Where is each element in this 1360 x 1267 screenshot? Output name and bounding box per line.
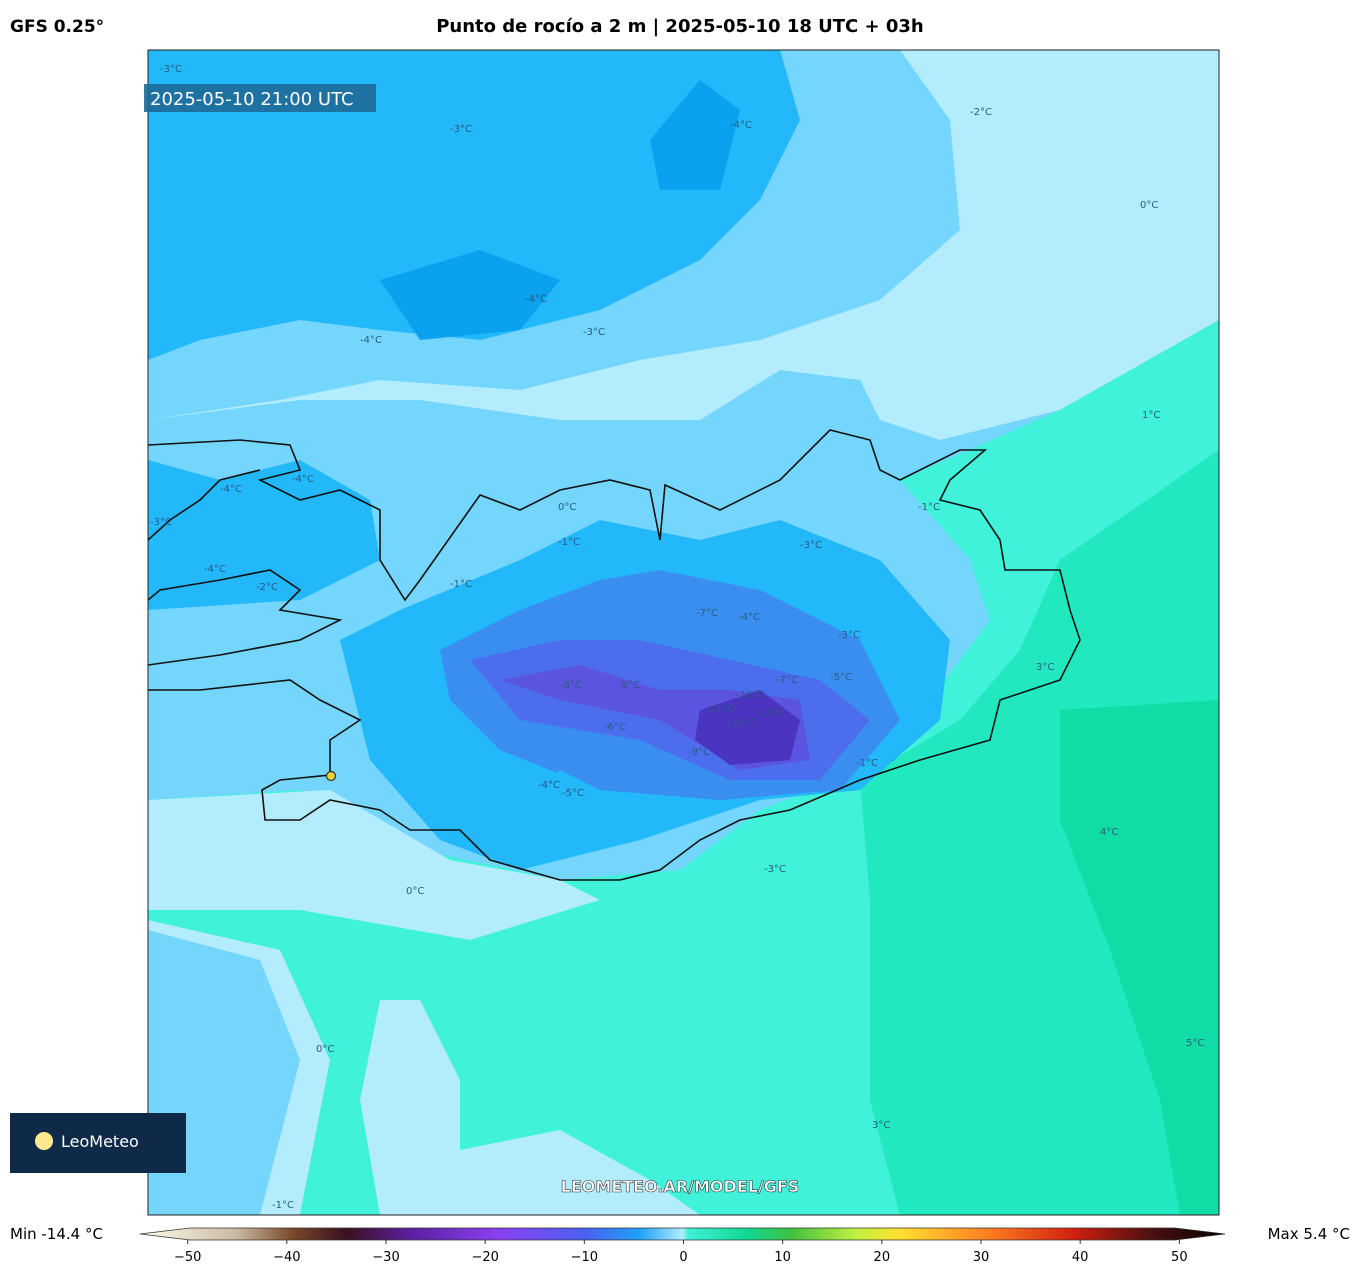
colorbar-tick-label: 20 <box>874 1250 891 1263</box>
logo-text: LeoMeteo <box>61 1132 139 1151</box>
contour-label: -9°C <box>688 747 710 758</box>
contour-label: -3°C <box>764 864 786 875</box>
contour-label: -4°C <box>525 294 547 305</box>
contour-label: -3°C <box>450 124 472 135</box>
model-label: GFS 0.25° <box>10 17 104 37</box>
contour-label: 3°C <box>1036 662 1054 673</box>
contour-label: 0°C <box>316 1044 334 1055</box>
max-label: Max 5.4 °C <box>1268 1225 1350 1243</box>
contour-label: -6°C <box>604 722 626 733</box>
field <box>860 450 1219 1215</box>
contour-label: -13°C <box>756 708 784 719</box>
contour-label: -5°C <box>830 672 852 683</box>
contour-label: -2°C <box>970 107 992 118</box>
contour-label: -3°C <box>160 64 182 75</box>
valid-time: 2025-05-10 21:00 UTC <box>150 89 354 110</box>
colorbar-tick-label: 40 <box>1072 1250 1089 1263</box>
contour-label: -8°C <box>560 680 582 691</box>
colorbar-tick-label: 50 <box>1171 1250 1188 1263</box>
contour-label: -4°C <box>738 612 760 623</box>
contour-label: -4°C <box>220 484 242 495</box>
field <box>1060 700 1219 1215</box>
colorbar-ticks: −50 −40 −30 −20 −10 0 10 20 30 40 50 <box>174 1240 1188 1265</box>
contour-label: -5°C <box>562 788 584 799</box>
title: Punto de rocío a 2 m | 2025-05-10 18 UTC… <box>436 16 924 37</box>
contour-label: -11°C <box>706 704 734 715</box>
field <box>520 770 610 860</box>
map <box>148 50 1219 1215</box>
colorbar-tick-label: −10 <box>571 1250 598 1263</box>
contour-label: -9°C <box>618 680 640 691</box>
contour-label: -3°C <box>838 630 860 641</box>
contour-label: -4°C <box>204 564 226 575</box>
contour-label: -1°C <box>450 579 472 590</box>
time-badge <box>144 84 376 112</box>
contour-label: -4°C <box>730 120 752 131</box>
contour-label: -4°C <box>538 780 560 791</box>
watermark: LEOMETEO.AR/MODEL/GFS <box>561 1177 800 1196</box>
field <box>148 50 800 360</box>
contour-label: 0°C <box>406 886 424 897</box>
logo-sun <box>35 1132 53 1150</box>
contour-label: -4°C <box>360 335 382 346</box>
field <box>148 460 380 610</box>
min-label: Min -14.4 °C <box>10 1225 103 1243</box>
colorbar-tick-label: 10 <box>774 1250 791 1263</box>
location-marker <box>325 770 337 782</box>
field <box>695 690 800 765</box>
contour-label: 0°C <box>1140 200 1158 211</box>
contour-label: 4°C <box>1100 827 1118 838</box>
contour-label: 0°C <box>558 502 576 513</box>
colorbar-tick-label: −30 <box>372 1250 399 1263</box>
colorbar-tick-label: 30 <box>973 1250 990 1263</box>
contour-label: 1°C <box>1142 410 1160 421</box>
contour-labels: -3°C -3°C -4°C -2°C 0°C -4°C -3°C -4°C 1… <box>150 64 1204 1211</box>
colorbar-tick-label: −40 <box>273 1250 300 1263</box>
colorbar-tick-label: −20 <box>471 1250 498 1263</box>
contour-label: 5°C <box>1186 1038 1204 1049</box>
contour-label: -1°C <box>272 1200 294 1211</box>
contour-label: -3°C <box>150 517 172 528</box>
contour-label: 3°C <box>872 1120 890 1131</box>
map-frame <box>147 49 1220 1216</box>
contour-label: -4°C <box>292 474 314 485</box>
contour-label: -14°C <box>728 718 756 729</box>
contour-label: -3°C <box>583 327 605 338</box>
contour-label: -1°C <box>856 758 878 769</box>
contour-label: -7°C <box>776 675 798 686</box>
contour-label: -7°C <box>696 608 718 619</box>
colorbar-tick-label: 0 <box>679 1250 687 1263</box>
contour-label: -1°C <box>558 537 580 548</box>
coastline <box>148 429 1081 881</box>
contour-label: -10°C <box>736 690 764 701</box>
contour-label: -2°C <box>256 582 278 593</box>
colorbar <box>139 1227 1226 1241</box>
contour-label: -3°C <box>800 540 822 551</box>
colorbar-tick-label: −50 <box>174 1250 201 1263</box>
contour-label: -1°C <box>918 502 940 513</box>
field <box>380 80 740 340</box>
